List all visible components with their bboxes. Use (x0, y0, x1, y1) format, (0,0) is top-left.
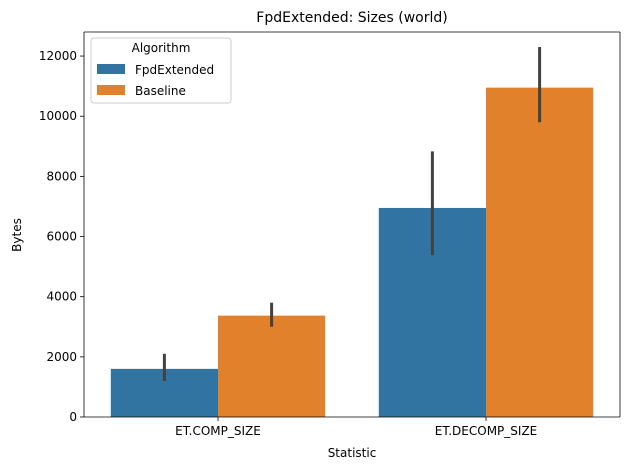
legend-label: Baseline (135, 84, 186, 98)
y-tick-label: 2000 (46, 350, 77, 364)
bar (218, 315, 326, 417)
x-tick-label: ET.DECOMP_SIZE (435, 424, 538, 438)
legend-label: FpdExtended (135, 63, 214, 77)
y-tick-label: 12000 (39, 49, 77, 63)
chart-title: FpdExtended: Sizes (world) (256, 10, 447, 26)
y-tick-label: 8000 (46, 169, 77, 183)
error-bars-layer (162, 47, 542, 381)
y-axis-title: Bytes (10, 218, 24, 252)
legend-title: Algorithm (132, 41, 191, 55)
x-tick-label: ET.COMP_SIZE (175, 424, 261, 438)
y-tick-label: 4000 (46, 290, 77, 304)
y-tick-label: 0 (69, 410, 77, 424)
legend: Algorithm FpdExtended Baseline (90, 37, 232, 104)
bars-layer (110, 87, 594, 417)
y-tick-label: 10000 (39, 109, 77, 123)
legend-swatch (97, 85, 125, 95)
bar (486, 87, 594, 417)
y-tick-label: 6000 (46, 230, 77, 244)
legend-frame (90, 37, 232, 104)
legend-swatch (97, 64, 125, 74)
x-axis-title: Statistic (328, 446, 377, 460)
axes-layer: 0 2000 4000 6000 8000 10000 12000 ET.COMP_SIZE E… (39, 31, 621, 438)
